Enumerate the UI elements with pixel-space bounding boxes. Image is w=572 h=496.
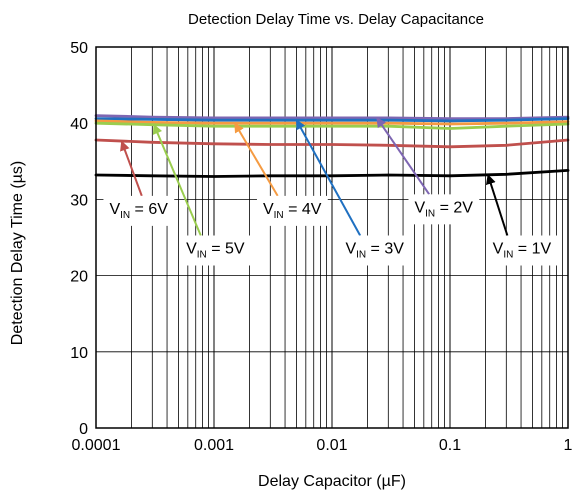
annotation-label: VIN = 5V: [186, 241, 245, 261]
annotation-label-background: [339, 235, 411, 266]
series-line-4: [94, 121, 570, 130]
annotation-label-background: [408, 194, 480, 225]
annotation-layer: VIN = 6V VIN = 5V VIN = 4V VIN = 3V VIN = 2V…: [103, 117, 558, 266]
x-tick-label: 0.0001: [72, 437, 121, 454]
annotation-arrow: [120, 140, 143, 197]
x-axis-label: Delay Capacitor (µF): [258, 473, 406, 490]
series-line-5: [94, 138, 570, 149]
x-axis-ticks: 0.0001 0.001 0.01 0.1 1: [72, 437, 572, 454]
annotation-label-background: [180, 235, 251, 266]
y-axis-ticks: 0 10 20 30 40 50: [70, 40, 88, 438]
annotation-vin-1: VIN = 5V: [152, 123, 251, 266]
annotation-label-background: [256, 195, 328, 226]
x-tick-label: 0.01: [316, 437, 347, 454]
annotation-label: VIN = 1V: [493, 241, 552, 261]
annotation-label: VIN = 4V: [263, 201, 322, 221]
annotation-label: VIN = 6V: [109, 201, 168, 221]
annotation-label-background: [103, 195, 175, 226]
y-axis-label: Detection Delay Time (µs): [9, 161, 26, 345]
annotation-vin-3: VIN = 3V: [295, 119, 411, 266]
annotation-label-background: [486, 235, 558, 266]
plot-grid: [95, 46, 568, 429]
x-tick-label: 1: [564, 437, 572, 454]
series-line-2: [94, 117, 570, 123]
y-tick-label: 40: [70, 116, 88, 133]
annotation-arrow: [376, 117, 431, 195]
series-line-1: [94, 114, 570, 120]
y-tick-label: 50: [70, 40, 88, 57]
annotation-arrow: [152, 123, 202, 236]
annotation-vin-5: VIN = 1V: [486, 174, 558, 266]
x-tick-label: 0.1: [439, 437, 461, 454]
x-tick-label: 0.001: [194, 437, 234, 454]
y-tick-label: 0: [79, 421, 88, 438]
series-layer: [94, 114, 570, 178]
annotation-arrow: [295, 119, 362, 236]
plot-area-border: [95, 46, 569, 429]
y-tick-label: 30: [70, 192, 88, 209]
annotation-vin-2: VIN = 4V: [233, 122, 328, 226]
series-line-3: [94, 119, 570, 126]
y-tick-label: 20: [70, 269, 88, 286]
y-tick-label: 10: [70, 345, 88, 362]
annotation-vin-0: VIN = 6V: [103, 140, 175, 226]
chart-title: Detection Delay Time vs. Delay Capacitan…: [188, 11, 484, 28]
annotation-arrow: [486, 174, 509, 236]
annotation-label: VIN = 2V: [414, 199, 473, 219]
annotation-arrow: [233, 122, 279, 197]
annotation-label: VIN = 3V: [345, 241, 404, 261]
annotation-vin-4: VIN = 2V: [376, 117, 480, 225]
